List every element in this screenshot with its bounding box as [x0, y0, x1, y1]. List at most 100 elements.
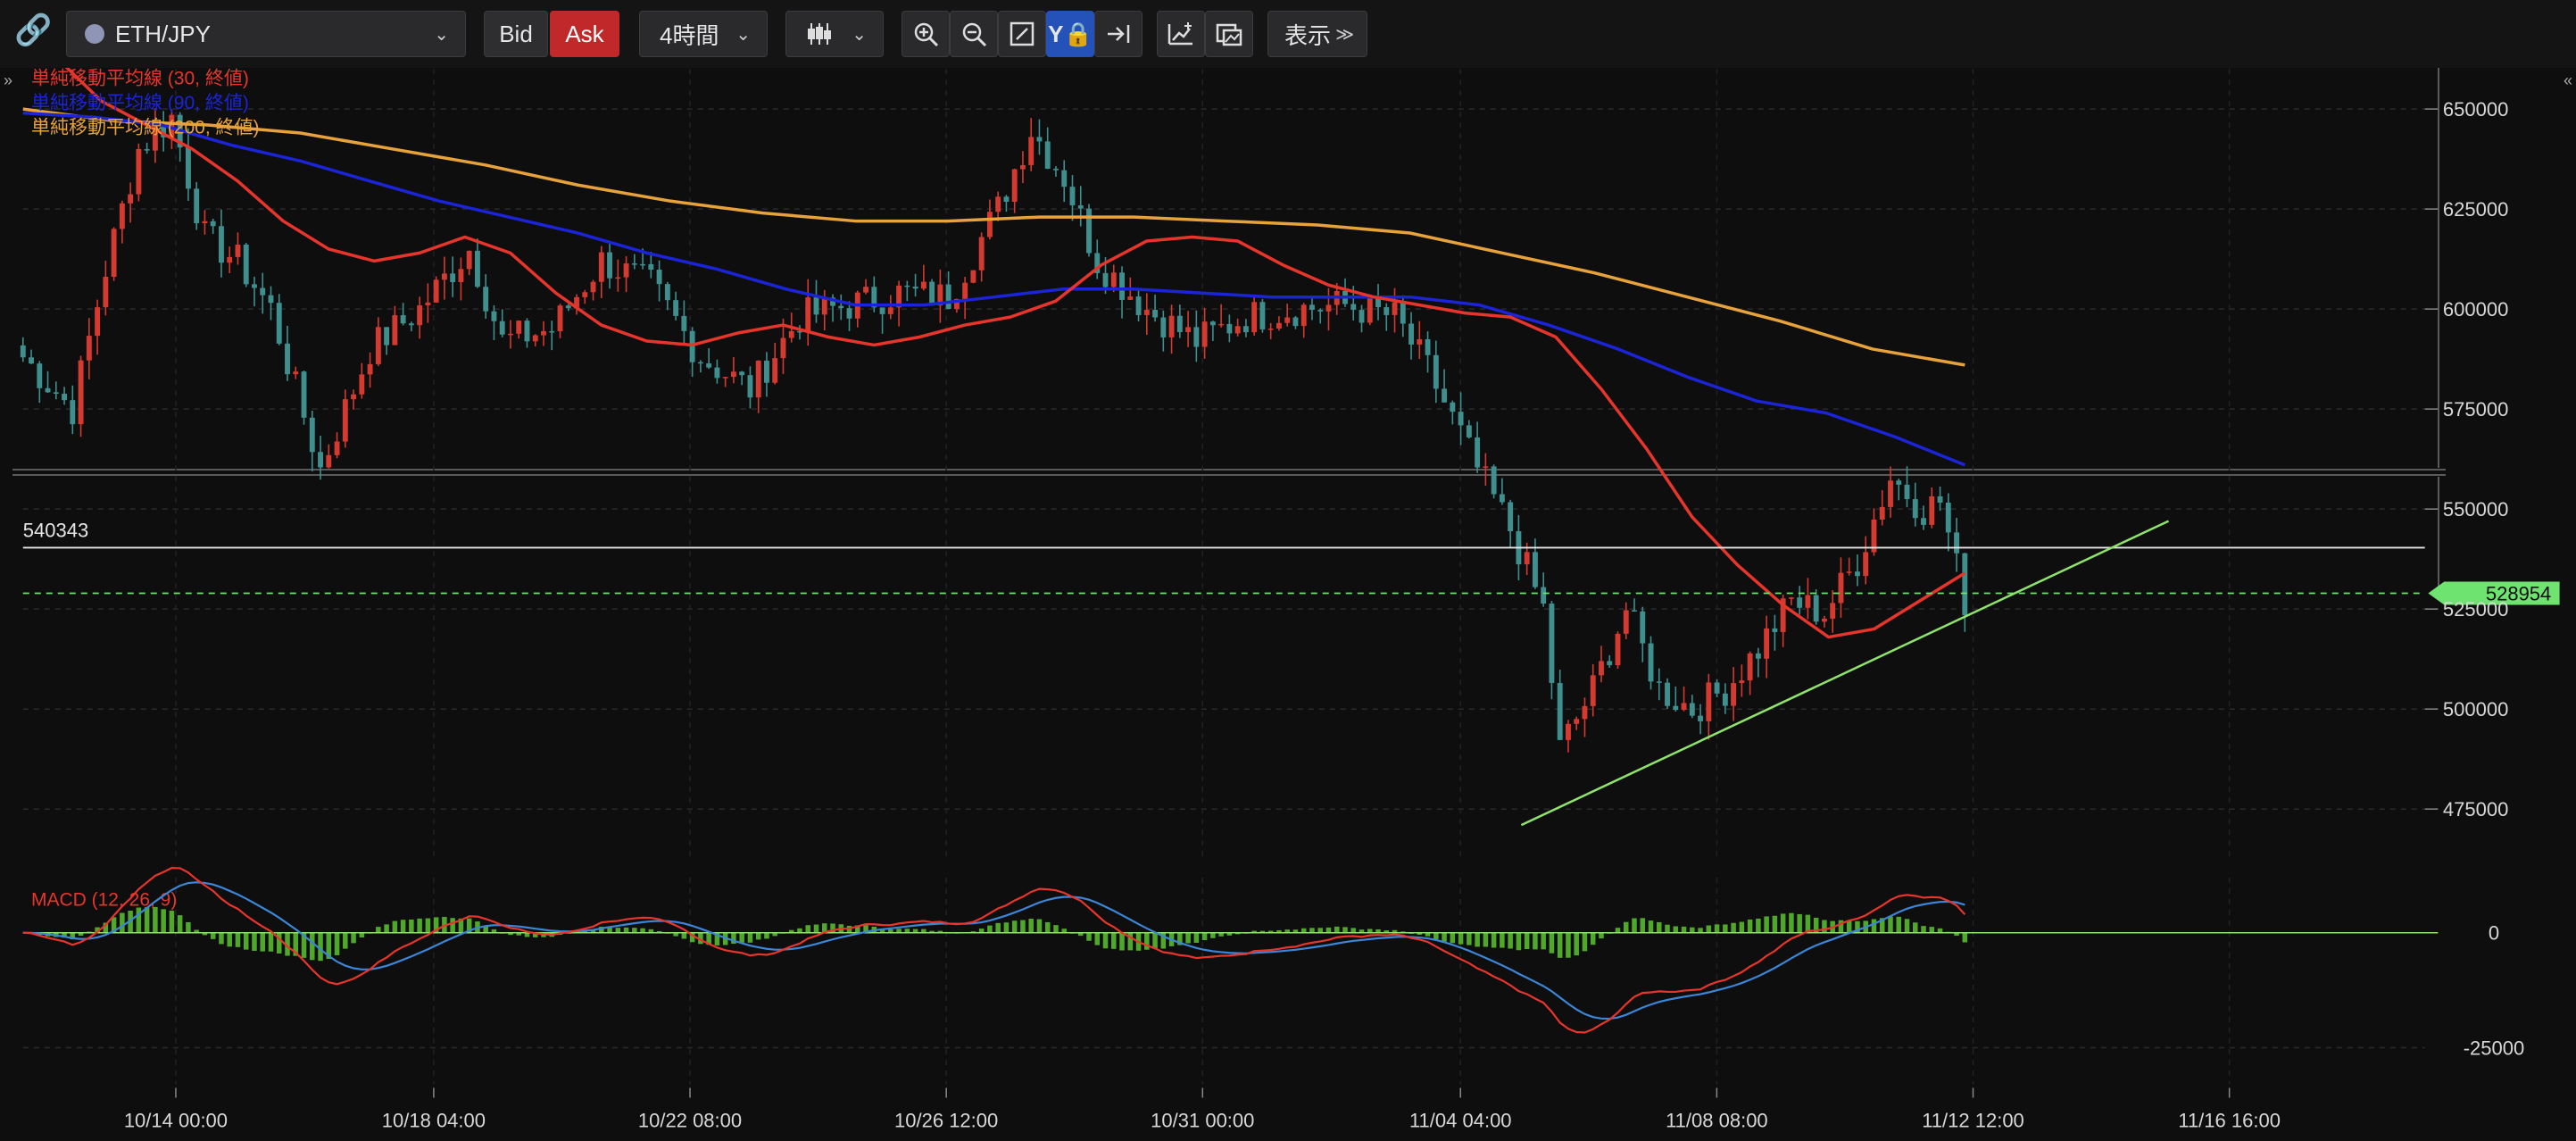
candle-body: [532, 335, 538, 342]
candle-body: [1292, 317, 1299, 327]
time-tick-label: 11/16 16:00: [2178, 1110, 2281, 1132]
macd-histogram-bar: [491, 929, 497, 933]
macd-histogram-bar: [1384, 929, 1390, 933]
candle-body: [574, 296, 579, 309]
macd-histogram-bar: [1094, 932, 1101, 945]
candle-body: [1838, 572, 1844, 604]
macd-histogram-bar: [1152, 932, 1158, 949]
y-lock-button[interactable]: Y🔒: [1046, 11, 1094, 57]
macd-histogram-bar: [177, 915, 183, 933]
candle-body: [1689, 703, 1695, 716]
snapshot-button[interactable]: [1205, 11, 1253, 57]
candle-body: [1053, 168, 1059, 171]
macd-histogram-bar: [1582, 932, 1588, 952]
macd-histogram-bar: [1011, 920, 1018, 933]
macd-histogram-bar: [1375, 929, 1381, 933]
symbol-label: ETH/JPY: [115, 20, 211, 47]
macd-histogram-bar: [1706, 925, 1712, 933]
candle-body: [1648, 643, 1654, 682]
macd-histogram-bar: [1284, 929, 1290, 933]
macd-histogram-bar: [1723, 924, 1728, 933]
double-chevron-down-icon: ≫: [1335, 24, 1354, 45]
candle-body: [1143, 310, 1150, 315]
chart-canvas[interactable]: 540343 528954 単純移動平均線 (30, 終値) 単純移動平均線 (90,…: [0, 68, 2576, 1141]
macd-histogram-bar: [805, 925, 811, 933]
candle-body: [1921, 518, 1926, 525]
candle-body: [103, 277, 109, 308]
macd-histogram-bar: [252, 932, 257, 951]
candle-body: [1242, 326, 1249, 333]
bid-button[interactable]: Bid: [484, 11, 548, 57]
candle-body: [1821, 618, 1827, 622]
candle-body: [367, 363, 373, 375]
collapse-right-icon[interactable]: «: [2564, 71, 2573, 89]
candle-body: [1094, 253, 1101, 273]
candle-body: [697, 362, 703, 364]
candle-body: [342, 399, 348, 442]
macd-histogram-bar: [409, 919, 414, 933]
candle-body: [1276, 322, 1282, 329]
candle-body: [1185, 327, 1192, 332]
macd-histogram-bar: [1747, 919, 1753, 933]
macd-histogram-bar: [285, 932, 290, 956]
macd-histogram-bar: [508, 932, 513, 936]
macd-histogram-bar: [1516, 932, 1522, 951]
candle-body: [466, 250, 472, 270]
add-indicator-button[interactable]: [1157, 11, 1205, 57]
candle-body: [1681, 703, 1687, 711]
link-icon[interactable]: 🔗: [14, 13, 53, 47]
candle-body: [499, 321, 505, 335]
candle-body: [202, 221, 208, 224]
macd-histogram-bar: [1425, 932, 1431, 937]
candle-body: [169, 114, 175, 137]
fit-button[interactable]: [998, 11, 1046, 57]
chart-type-selector[interactable]: ⌄: [785, 11, 884, 57]
macd-histogram-bar: [1433, 932, 1439, 939]
macd-histogram-bar: [1954, 932, 1959, 937]
time-tick-label: 11/04 04:00: [1409, 1110, 1512, 1132]
candle-body: [1367, 296, 1373, 323]
candle-body: [1706, 682, 1712, 721]
macd-histogram-bar: [1846, 920, 1852, 933]
macd-histogram-bar: [1566, 932, 1571, 958]
macd-histogram-bar: [689, 932, 695, 943]
timeframe-selector[interactable]: 4時間 ⌄: [639, 11, 768, 57]
candle-body: [821, 297, 827, 315]
zoom-out-button[interactable]: [950, 11, 998, 57]
macd-histogram-bar: [912, 929, 918, 933]
macd-histogram-bar: [764, 932, 769, 939]
candle-body: [1069, 187, 1076, 206]
candle-body: [1731, 683, 1737, 706]
macd-histogram-bar: [1623, 921, 1629, 933]
macd-histogram-bar: [1442, 932, 1447, 942]
chart-overlays: 540343 528954 単純移動平均線 (30, 終値) 単純移動平均線 (90,…: [22, 68, 2560, 1034]
symbol-selector[interactable]: ETH/JPY ⌄: [66, 11, 466, 57]
expand-left-icon[interactable]: »: [4, 71, 13, 89]
candle-body: [598, 252, 604, 282]
macd-histogram-bar: [896, 929, 902, 933]
display-menu[interactable]: 表示 ≫: [1267, 11, 1367, 57]
zoom-in-button[interactable]: [902, 11, 950, 57]
sma90-line: [22, 111, 1965, 467]
candle-body: [1532, 552, 1538, 587]
candle-body: [797, 330, 802, 333]
macd-histogram-bar: [1615, 928, 1621, 933]
candle-body: [1036, 137, 1043, 142]
candle-body: [887, 307, 893, 314]
macd-histogram-bar: [1325, 927, 1332, 933]
macd-histogram-bar: [1813, 917, 1819, 933]
macd-histogram-bar: [731, 932, 736, 945]
macd-signal-line: [22, 881, 1965, 1020]
macd-histogram-bar: [1467, 932, 1472, 945]
macd-histogram-bar: [599, 927, 604, 933]
macd-histogram-bar: [78, 932, 84, 937]
scroll-end-button[interactable]: [1094, 11, 1143, 57]
candle-body: [474, 250, 480, 287]
candle-body: [144, 148, 150, 151]
ask-button[interactable]: Ask: [550, 11, 619, 57]
candle-body: [1772, 628, 1778, 632]
candle-body: [1739, 680, 1745, 684]
macd-histogram-bar: [1896, 916, 1902, 933]
candle-body: [243, 244, 249, 285]
macd-histogram-bar: [995, 922, 1001, 933]
